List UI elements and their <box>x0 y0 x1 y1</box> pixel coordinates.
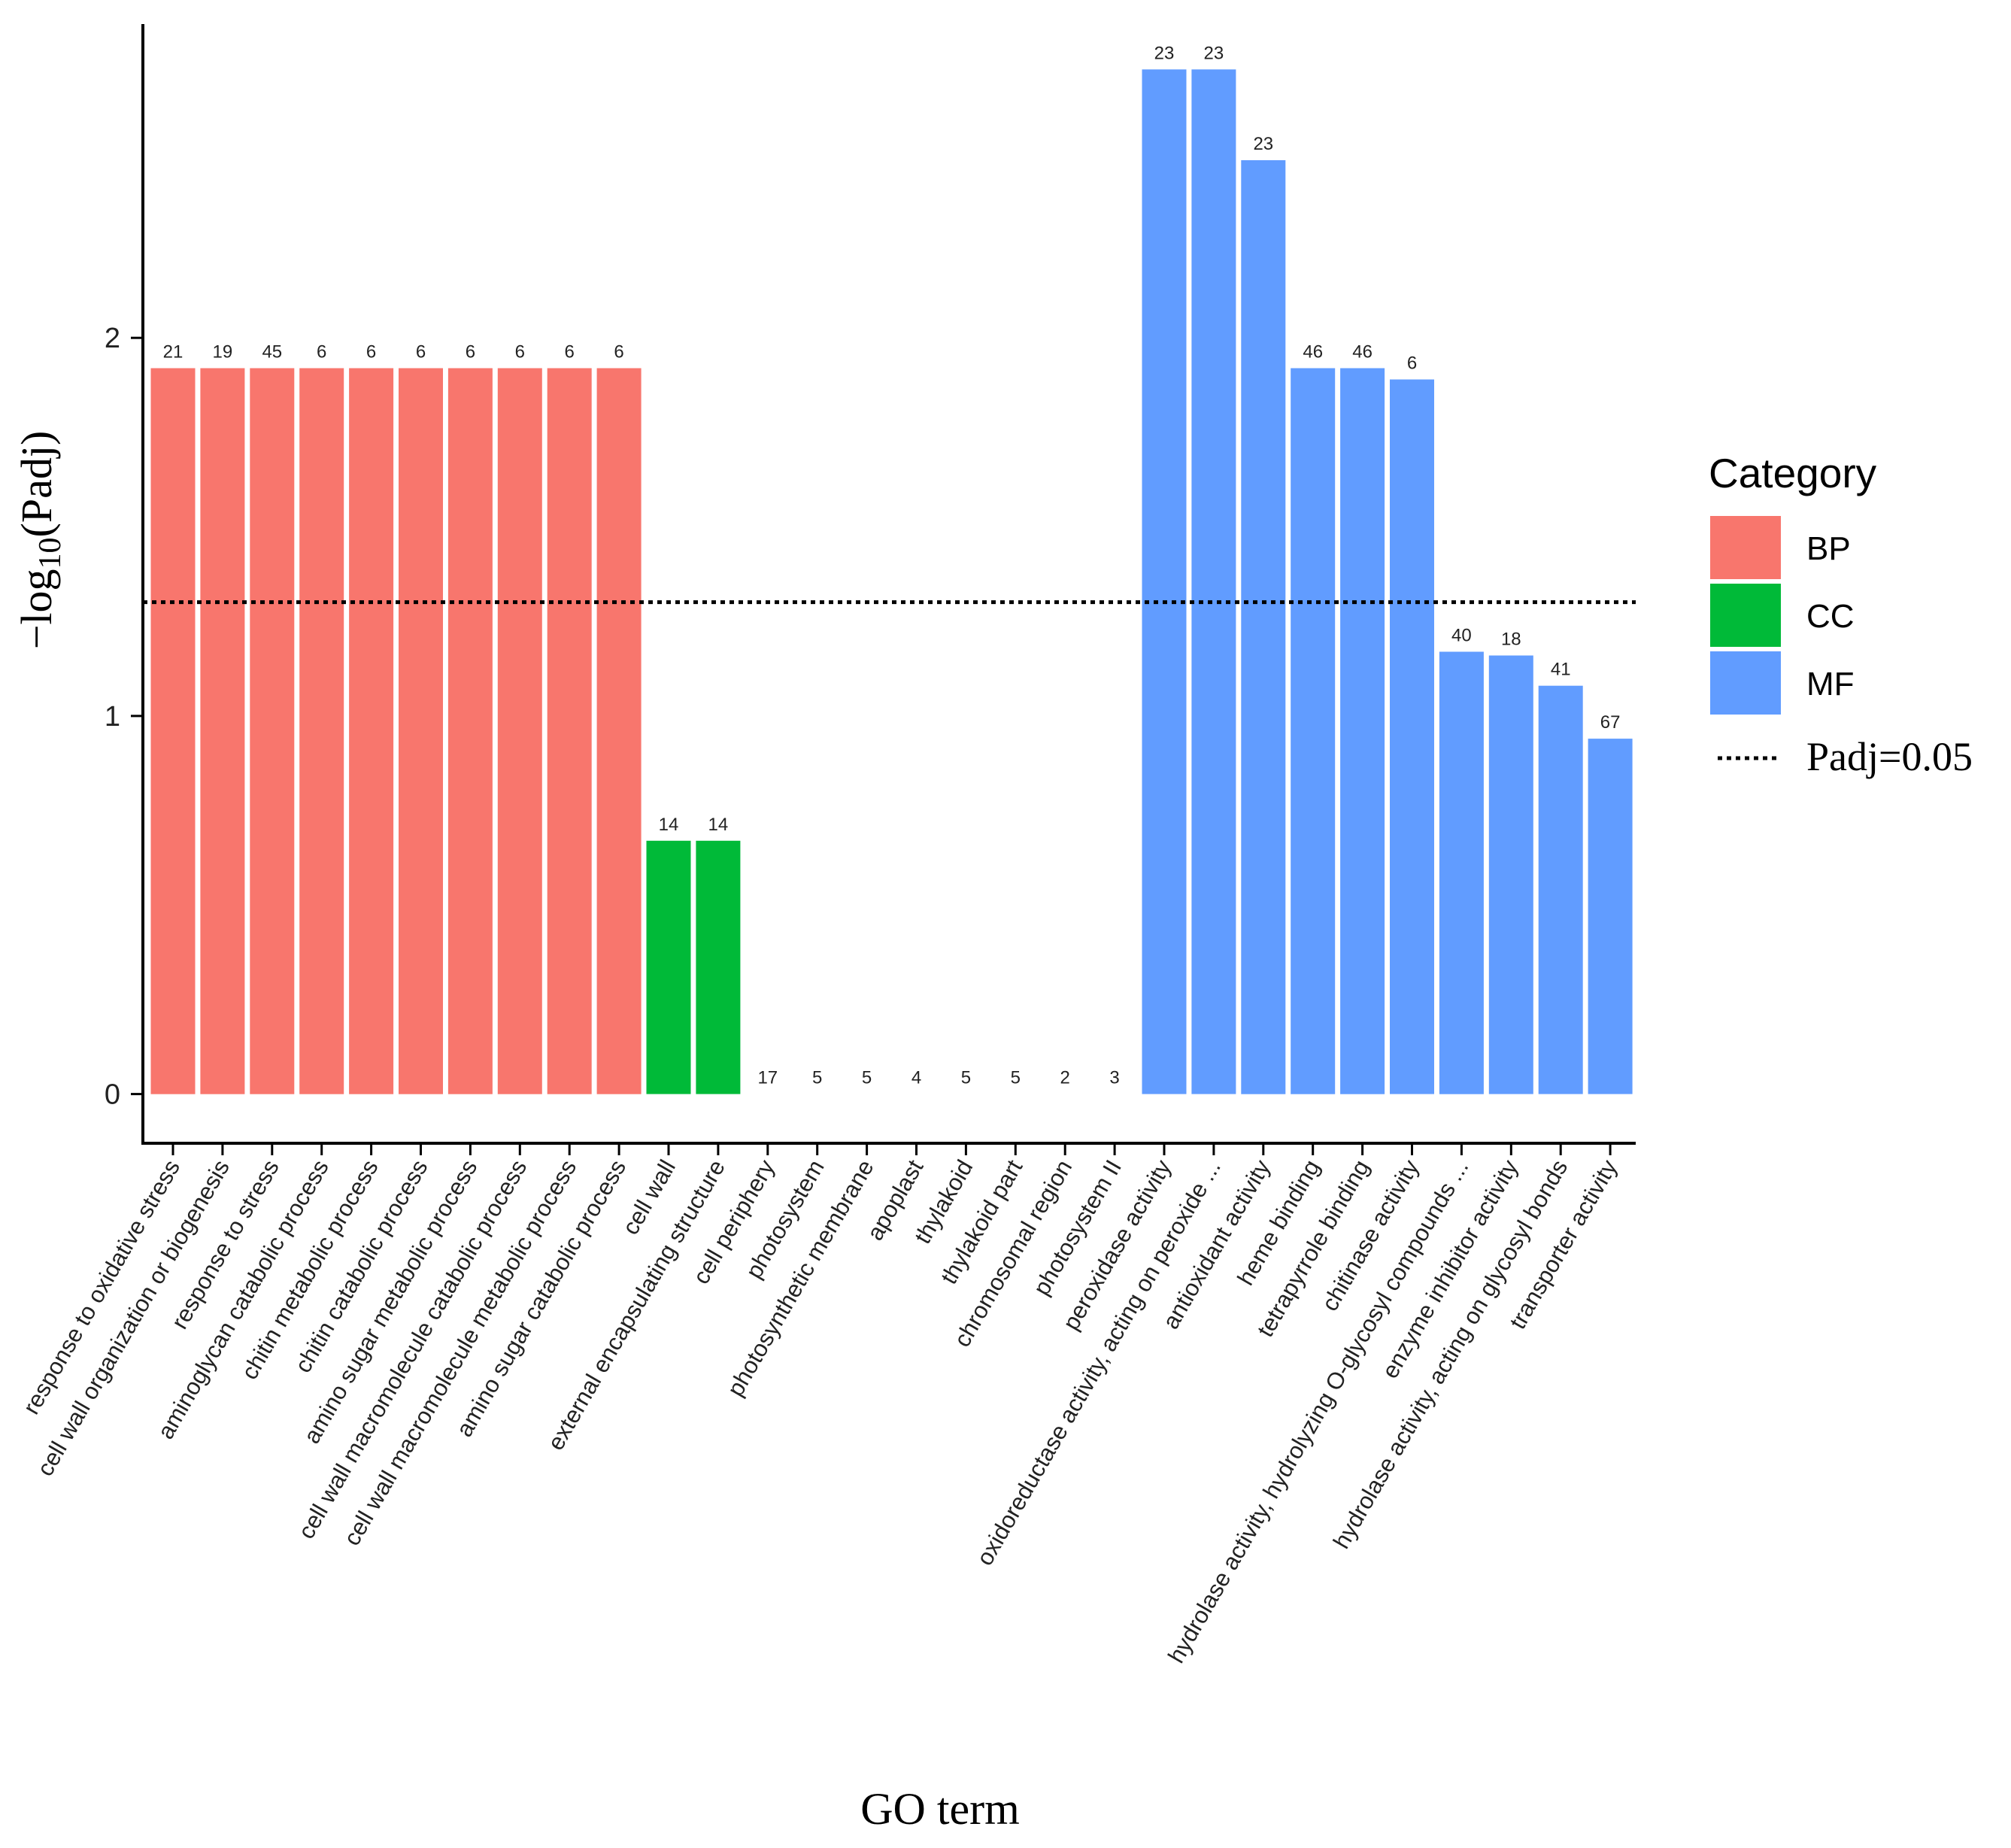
bar-amino-sugar-metabolic-process <box>447 368 493 1094</box>
legend-threshold-label: Padj=0.05 <box>1806 734 1973 779</box>
bar-count-label: 40 <box>1451 626 1472 646</box>
bar-count-label: 5 <box>1011 1068 1021 1088</box>
bar-count-label: 23 <box>1253 134 1273 154</box>
x-tick-label-cell-wall-organization-or-biogenesis: cell wall organization or biogenesis <box>32 1155 235 1480</box>
bar-antioxidant-activity <box>1241 160 1286 1094</box>
bar-count-label: 6 <box>366 342 376 363</box>
bar-count-label: 6 <box>565 342 575 363</box>
bar-cell-wall-macromolecule-catabolic-process <box>497 368 542 1094</box>
bar-amino-sugar-catabolic-process <box>596 368 642 1094</box>
legend-swatch-mf <box>1710 651 1781 715</box>
bar-count-label: 6 <box>515 342 525 363</box>
bar-count-label: 6 <box>1407 354 1417 374</box>
bar-count-label: 45 <box>262 342 282 363</box>
bar-count-label: 6 <box>466 342 475 363</box>
bar-chitinase-activity <box>1390 379 1434 1094</box>
bar-count-label: 23 <box>1154 43 1175 63</box>
bar-peroxidase-activity <box>1142 69 1187 1094</box>
bar-external-encapsulating-structure <box>696 840 741 1094</box>
bar-aminoglycan-catabolic-process <box>299 368 344 1094</box>
y-axis-title: −log10(Padj) <box>12 431 68 650</box>
y-axis-title-subscript: 10 <box>33 537 68 569</box>
bar-count-label: 3 <box>1109 1068 1119 1088</box>
x-tick-label-oxidoreductase-activity-acting-on-peroxide: oxidoreductase activity, acting on perox… <box>971 1155 1225 1570</box>
bar-count-label: 17 <box>757 1068 778 1088</box>
bar-hydrolase-activity-acting-on-glycosyl-bonds <box>1538 685 1583 1094</box>
bar-count-label: 46 <box>1352 342 1373 363</box>
x-ticks-layer <box>171 1143 1612 1155</box>
bar-count-label: 6 <box>614 342 623 363</box>
bar-chitin-catabolic-process <box>399 368 443 1094</box>
bar-hydrolase-activity-hydrolyzing-o-glycosyl-compounds <box>1439 651 1484 1094</box>
y-ticks-layer: 0 1 2 <box>105 323 143 1111</box>
bar-response-to-oxidative-stress <box>150 368 196 1094</box>
y-axis-title-suffix: (Padj) <box>12 431 61 538</box>
bar-oxidoreductase-activity-acting-on-peroxide <box>1191 69 1236 1094</box>
bar-count-label: 67 <box>1600 712 1621 733</box>
bars-layer <box>150 69 1633 1094</box>
bar-chitin-metabolic-process <box>349 368 394 1094</box>
bar-count-label: 46 <box>1303 342 1323 363</box>
y-axis-title-prefix: −log <box>12 569 61 649</box>
legend-swatch-cc <box>1710 584 1781 647</box>
bar-transporter-activity <box>1588 739 1633 1094</box>
legend-label-bp: BP <box>1806 530 1851 567</box>
bar-count-label: 2 <box>1060 1068 1070 1088</box>
bar-count-label: 4 <box>911 1068 921 1088</box>
bar-count-label: 6 <box>416 342 426 363</box>
bar-count-label: 41 <box>1551 660 1571 680</box>
legend-label-cc: CC <box>1806 598 1855 635</box>
bar-count-label: 21 <box>163 342 184 363</box>
bar-count-label: 23 <box>1204 43 1224 63</box>
bar-heme-binding <box>1291 368 1336 1094</box>
bar-count-label: 19 <box>213 342 233 363</box>
bar-cell-wall-organization-or-biogenesis <box>200 368 245 1094</box>
bar-count-label: 6 <box>317 342 326 363</box>
y-tick-label: 1 <box>105 701 120 733</box>
legend-swatch-bp <box>1710 516 1781 579</box>
bar-enzyme-inhibitor-activity <box>1488 655 1533 1094</box>
bar-count-label: 18 <box>1501 630 1521 650</box>
bar-tetrapyrrole-binding <box>1340 368 1385 1094</box>
y-tick-label: 0 <box>105 1079 120 1111</box>
bar-count-label: 14 <box>659 815 679 835</box>
x-axis-title: GO term <box>860 1784 1020 1834</box>
bar-count-label: 5 <box>862 1068 872 1088</box>
bar-count-label: 14 <box>708 815 729 835</box>
y-tick-label: 2 <box>105 323 120 354</box>
bar-cell-wall <box>646 840 691 1094</box>
bar-cell-wall-macromolecule-metabolic-process <box>547 368 592 1094</box>
legend: Category BP CC MF Padj=0.05 <box>1709 450 1973 779</box>
bar-response-to-stress <box>250 368 295 1094</box>
legend-label-mf: MF <box>1806 666 1855 702</box>
legend-title: Category <box>1709 450 1877 496</box>
bar-count-label: 5 <box>812 1068 822 1088</box>
bar-count-label: 5 <box>961 1068 971 1088</box>
